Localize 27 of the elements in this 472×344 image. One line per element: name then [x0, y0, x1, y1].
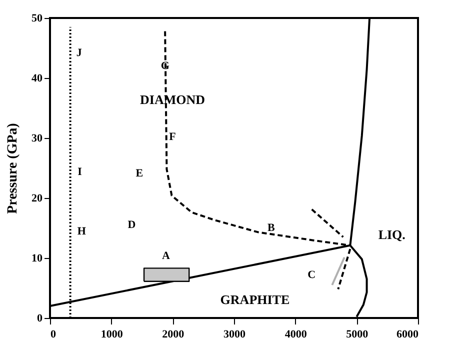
- annotation: B: [267, 222, 276, 234]
- x-tick-label: 2000: [162, 328, 185, 340]
- y-axis-title: Pressure (GPa): [6, 122, 20, 214]
- y-tick-label: 40: [32, 72, 43, 84]
- x-tick-label: 6000: [396, 328, 419, 340]
- annotation: I: [78, 166, 82, 178]
- y-tick-label: 20: [32, 192, 43, 204]
- y-tick-label: 10: [32, 252, 43, 264]
- x-tick-label: 4000: [284, 328, 308, 340]
- annotation: G: [160, 60, 170, 72]
- annotation: C: [308, 268, 316, 281]
- annotation: GRAPHITE: [220, 292, 290, 307]
- annotation: H: [77, 226, 86, 238]
- annotation: J: [76, 46, 82, 59]
- annotation: A: [162, 250, 170, 262]
- x-tick-label: 5000: [346, 328, 369, 340]
- annotation: E: [136, 167, 144, 180]
- y-tick-label: 0: [37, 312, 43, 324]
- annotation: DIAMOND: [140, 92, 206, 108]
- annotation: F: [169, 130, 176, 143]
- x-tick-label: 3000: [224, 328, 246, 340]
- x-tick-label: 0: [50, 328, 56, 340]
- annotation: D: [128, 219, 136, 231]
- y-tick-label: 30: [32, 132, 43, 144]
- annotation: LIQ.: [378, 227, 406, 242]
- x-tick-label: 1000: [100, 328, 124, 340]
- y-tick-label: 50: [32, 12, 43, 24]
